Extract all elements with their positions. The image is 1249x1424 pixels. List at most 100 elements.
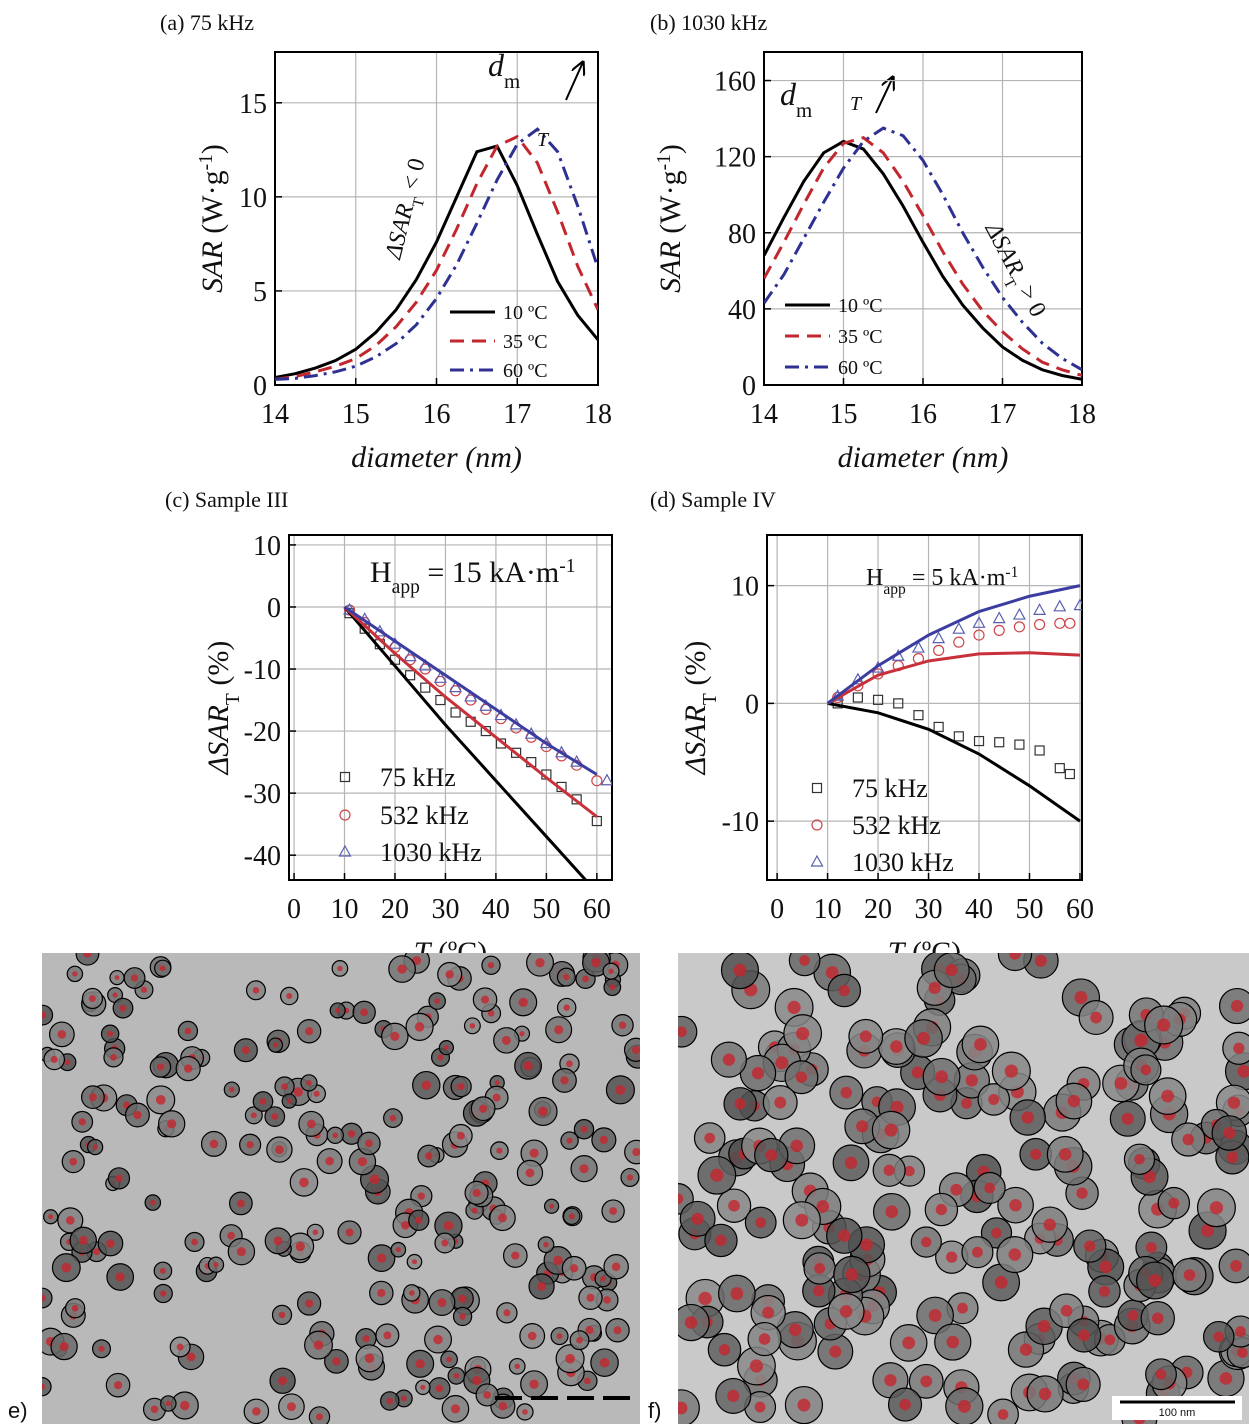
particle-label <box>437 1054 444 1061</box>
y-axis-label: ΔSART (%) <box>679 641 721 776</box>
particle-label <box>754 1401 766 1413</box>
y-tick-label: -30 <box>244 779 281 810</box>
particle-label <box>511 1251 520 1260</box>
point <box>1033 618 1046 631</box>
particle <box>75 953 100 966</box>
particle-label <box>600 1275 606 1282</box>
point <box>1064 768 1075 780</box>
particle-label <box>859 1030 872 1043</box>
particle-label <box>412 956 422 965</box>
particle-label <box>974 1038 987 1051</box>
particle-label <box>1168 1197 1180 1209</box>
legend-marker <box>339 809 351 821</box>
particle-label <box>838 984 850 997</box>
particle-label <box>421 1080 432 1090</box>
particle-label <box>935 1070 948 1084</box>
text-part: (W·g <box>196 170 229 241</box>
particle-label <box>957 1399 971 1413</box>
particle-label <box>722 1053 736 1066</box>
particle-label <box>1148 1274 1162 1287</box>
particle-label <box>78 1118 86 1126</box>
particle-label <box>133 1110 142 1120</box>
y-tick-label: 40 <box>728 295 756 326</box>
x-tick-label: 14 <box>750 399 778 430</box>
particle-label <box>1227 1096 1241 1109</box>
particle-label <box>884 1374 897 1387</box>
particle-label <box>1019 1343 1033 1356</box>
x-tick-label: 17 <box>503 399 531 430</box>
particle-label <box>498 1401 508 1411</box>
particle-label <box>928 981 941 994</box>
point <box>872 694 884 705</box>
plot-frame <box>766 534 1083 881</box>
point <box>403 649 417 662</box>
particle-label <box>420 1384 426 1390</box>
particle-label <box>357 1157 368 1167</box>
particle-label <box>483 1391 491 1399</box>
particle-label <box>751 1066 765 1080</box>
particle-label <box>472 1376 482 1386</box>
particle-label <box>860 1238 873 1252</box>
particle-label <box>678 1026 687 1038</box>
point <box>911 640 925 653</box>
particle-label <box>609 984 616 991</box>
point <box>1014 739 1025 750</box>
particle-label <box>362 1335 370 1343</box>
text-part: ΔSAR <box>202 705 235 775</box>
panel-label: e) <box>8 1398 28 1423</box>
particle-label <box>415 1359 425 1369</box>
x-tick-label: 60 <box>583 894 611 925</box>
legend-label: 75 kHz <box>380 763 456 792</box>
particle-label <box>920 1375 933 1388</box>
text-part: SAR <box>654 241 687 293</box>
particle <box>678 1389 700 1424</box>
particle-label <box>765 1149 778 1161</box>
particle-label <box>856 1120 869 1133</box>
point <box>511 747 522 758</box>
particle-label <box>273 1236 283 1246</box>
x-axis-label: diameter (nm) <box>351 441 522 474</box>
y-tick-label: -10 <box>722 807 759 838</box>
particle-label <box>838 1229 851 1242</box>
particle-label <box>730 1287 744 1300</box>
series-line <box>764 126 1082 372</box>
particle-label <box>383 1331 392 1340</box>
particle-label <box>582 975 589 983</box>
legend-label: 60 ºC <box>838 357 883 379</box>
point <box>1054 763 1065 774</box>
x-tick-label: 30 <box>915 894 943 925</box>
particle-label <box>281 1083 288 1090</box>
text-part: = 5 kA·m <box>906 565 1006 591</box>
particle <box>42 1377 52 1397</box>
particle-label <box>278 1311 286 1319</box>
particle-label <box>160 1290 167 1297</box>
particle-label <box>42 1011 47 1019</box>
annotation: ΔSART < 0 <box>380 156 437 264</box>
text-part: T <box>409 195 428 209</box>
text-part: -1 <box>196 154 217 170</box>
series-line <box>275 144 598 379</box>
particle-label <box>825 966 839 979</box>
particle-label <box>437 1298 447 1308</box>
particle-label <box>69 1157 78 1166</box>
point <box>993 624 1005 636</box>
text-part: = 15 kA·m <box>420 556 559 589</box>
particle-label <box>313 1340 324 1350</box>
x-axis-label: diameter (nm) <box>838 441 1009 474</box>
particle-label <box>615 1084 626 1095</box>
point <box>1064 617 1076 629</box>
point <box>832 691 844 704</box>
particle-label <box>312 1229 319 1236</box>
particle-label <box>443 1221 454 1231</box>
particle-label <box>758 1333 771 1345</box>
particle-label <box>271 1113 279 1121</box>
particle-label <box>728 1199 740 1212</box>
particle-label <box>613 1326 622 1335</box>
text-part: d <box>780 76 797 112</box>
particle-label <box>961 1097 972 1109</box>
particle-label <box>844 1156 858 1170</box>
particle-label <box>1043 1218 1056 1231</box>
particle-label <box>115 1272 125 1282</box>
particle-label <box>787 1000 801 1014</box>
y-tick-label: 0 <box>253 371 267 402</box>
